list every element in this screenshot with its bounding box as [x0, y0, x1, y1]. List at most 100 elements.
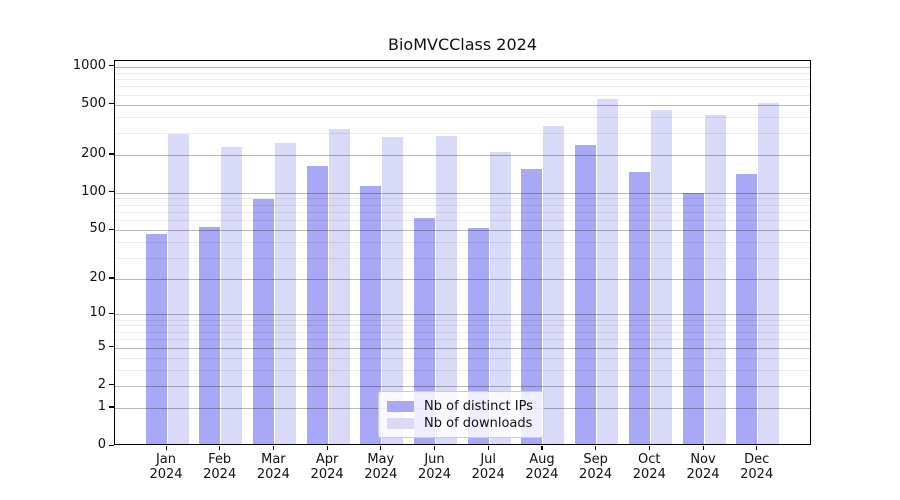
x-tick-label-month-may: May [367, 452, 395, 467]
bar-nb-of-distinct-ips-may-2024 [360, 185, 382, 444]
legend-item-downloads: Nb of downloads [387, 415, 535, 432]
x-tick-label-dec-2024: Dec 2024 [725, 452, 789, 482]
x-tick-nov-2024 [702, 446, 704, 450]
x-tick-label-year-dec-2024: 2024 [740, 467, 774, 482]
x-tick-label-month-mar: Mar [261, 452, 286, 467]
x-tick-label-nov-2024: Nov 2024 [671, 452, 735, 482]
x-tick-label-sep-2024: Sep 2024 [564, 452, 628, 482]
bar-nb-of-downloads-mar-2024 [274, 142, 296, 444]
legend-item-distinct-ips: Nb of distinct IPs [387, 398, 535, 415]
bar-nb-of-distinct-ips-feb-2024 [199, 227, 221, 444]
bar-nb-of-distinct-ips-apr-2024 [306, 165, 328, 444]
bar-nb-of-downloads-sep-2024 [597, 98, 619, 444]
x-tick-label-year-oct-2024: 2024 [632, 467, 666, 482]
bar-nb-of-downloads-jun-2024 [436, 135, 457, 444]
legend-label-distinct-ips: Nb of distinct IPs [424, 398, 533, 414]
gridline-minor-30 [115, 257, 810, 259]
y-tick-label-2: 2 [97, 376, 106, 392]
gridline-minor-4 [115, 357, 810, 359]
x-tick-label-may-2024: May 2024 [349, 452, 413, 482]
x-tick-jan-2024 [165, 446, 167, 450]
x-tick-label-month-apr: Apr [315, 452, 339, 467]
x-tick-label-aug-2024: Aug 2024 [510, 452, 574, 482]
gridline-minor-700 [115, 86, 810, 88]
gridline-major-10 [115, 314, 810, 316]
gridline-minor-6 [115, 339, 810, 341]
x-tick-apr-2024 [326, 446, 328, 450]
x-tick-label-year-aug-2024: 2024 [525, 467, 559, 482]
y-tick-50 [109, 228, 114, 230]
x-tick-feb-2024 [219, 446, 221, 450]
gridline-minor-7 [115, 331, 810, 333]
gridline-minor-300 [115, 132, 810, 134]
x-tick-label-jun-2024: Jun 2024 [403, 452, 467, 482]
y-tick-20 [109, 277, 114, 279]
gridline-minor-60 [115, 220, 810, 222]
bar-nb-of-distinct-ips-aug-2024 [521, 168, 543, 444]
bar-nb-of-distinct-ips-nov-2024 [682, 193, 704, 444]
bar-nb-of-downloads-oct-2024 [650, 110, 672, 444]
x-tick-label-jul-2024: Jul 2024 [456, 452, 520, 482]
gridline-minor-8 [115, 325, 810, 327]
y-tick-5 [109, 346, 114, 348]
gridline-major-50 [115, 230, 810, 232]
legend: Nb of distinct IPs Nb of downloads [378, 391, 544, 438]
x-tick-label-month-jan: Jan [155, 452, 177, 467]
x-tick-mar-2024 [272, 446, 275, 450]
bar-nb-of-distinct-ips-dec-2024 [736, 174, 758, 444]
x-tick-label-month-feb: Feb [208, 452, 232, 467]
plot-area [114, 60, 811, 445]
gridline-major-200 [115, 154, 810, 156]
gridline-major-20 [115, 278, 810, 280]
y-tick-label-10: 10 [89, 305, 106, 321]
gridline-major-1000 [115, 66, 810, 68]
y-tick-100 [109, 191, 114, 193]
y-tick-1000 [109, 65, 114, 67]
y-tick-0 [109, 444, 114, 446]
y-tick-label-5: 5 [97, 338, 106, 354]
gridline-major-2 [115, 385, 810, 387]
gridline-minor-70 [115, 212, 810, 213]
x-tick-may-2024 [380, 446, 382, 450]
gridline-major-5 [115, 347, 810, 349]
gridline-minor-800 [115, 79, 810, 80]
y-tick-label-50: 50 [89, 221, 106, 237]
bar-nb-of-downloads-aug-2024 [543, 126, 565, 444]
legend-swatch-downloads [387, 418, 414, 429]
y-tick-label-1000: 1000 [72, 57, 106, 73]
x-tick-label-month-jun: Jun [424, 452, 445, 467]
gridline-minor-90 [115, 198, 810, 200]
x-tick-aug-2024 [541, 446, 543, 450]
gridline-minor-40 [115, 242, 810, 244]
x-tick-label-year-feb-2024: 2024 [203, 467, 237, 482]
x-tick-label-jan-2024: Jan 2024 [134, 452, 198, 482]
gridline-minor-9 [115, 319, 810, 321]
y-tick-label-1: 1 [97, 398, 106, 414]
gridline-minor-400 [115, 117, 810, 118]
bar-nb-of-downloads-feb-2024 [221, 147, 243, 444]
x-tick-label-year-mar-2024: 2024 [256, 467, 290, 482]
bar-nb-of-distinct-ips-mar-2024 [252, 198, 274, 444]
gridline-major-100 [115, 192, 810, 194]
x-tick-label-month-nov: Nov [690, 452, 716, 467]
bar-nb-of-distinct-ips-oct-2024 [628, 172, 650, 444]
bar-nb-of-distinct-ips-jun-2024 [414, 218, 435, 444]
x-tick-label-year-jul-2024: 2024 [471, 467, 505, 482]
x-tick-label-month-jul: Jul [480, 452, 497, 467]
gridline-minor-600 [115, 94, 810, 96]
bar-nb-of-distinct-ips-jan-2024 [145, 233, 167, 444]
y-tick-label-20: 20 [89, 269, 106, 285]
y-tick-200 [109, 153, 114, 155]
y-tick-label-100: 100 [81, 183, 106, 199]
x-tick-label-year-apr-2024: 2024 [310, 467, 344, 482]
y-tick-10 [109, 312, 114, 315]
y-tick-label-500: 500 [81, 95, 106, 111]
x-tick-sep-2024 [595, 446, 597, 450]
y-tick-500 [109, 103, 114, 105]
x-tick-label-month-sep: Sep [583, 452, 608, 467]
legend-label-downloads: Nb of downloads [424, 415, 533, 431]
x-tick-label-year-sep-2024: 2024 [579, 467, 613, 482]
y-tick-1 [109, 406, 114, 408]
x-tick-label-year-jan-2024: 2024 [149, 467, 183, 482]
gridline-minor-900 [115, 72, 810, 74]
